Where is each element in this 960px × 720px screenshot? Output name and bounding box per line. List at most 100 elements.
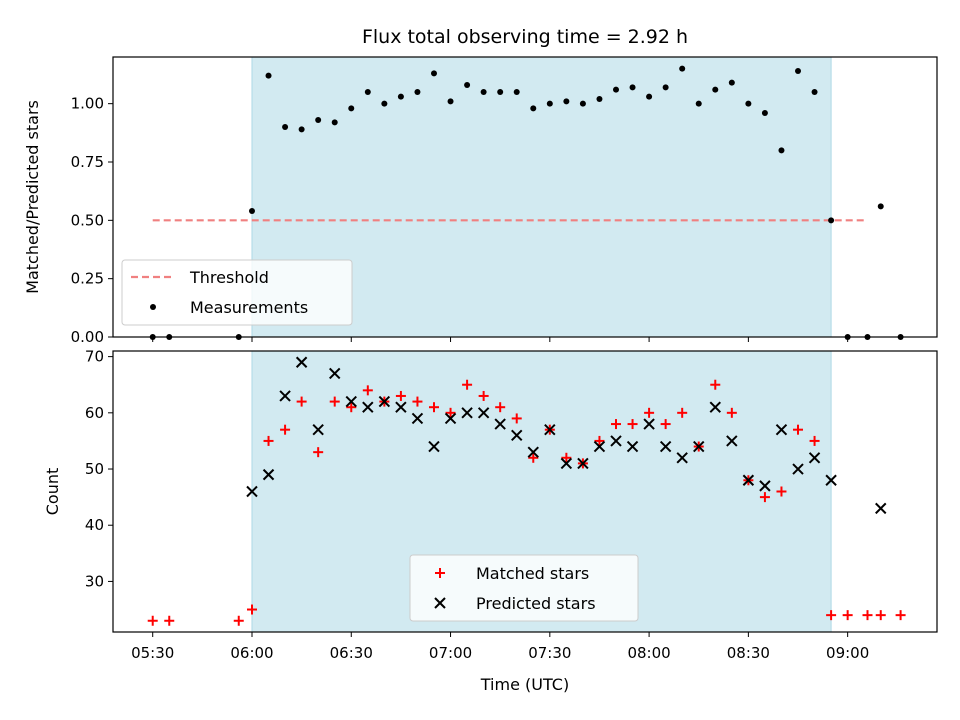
matched-star-point [627,419,638,430]
y-tick-label: 50 [85,460,104,478]
x-stroke-2 [643,418,655,430]
matched-star-point [826,610,837,621]
matched-star-point [594,435,605,446]
x-stroke-2 [775,423,788,436]
measurement-point [248,208,255,214]
matched-star-point [412,396,423,407]
predicted-star-point [643,418,655,430]
x-stroke-2 [279,390,291,402]
measurement-point [381,100,388,107]
predicted-star-point [295,356,308,368]
predicted-star-point [742,474,755,486]
matched-star-point [862,610,873,621]
predicted-star-point [726,435,738,447]
x-stroke-2 [759,480,771,492]
x-tick-label: 08:30 [727,644,770,662]
measurement-point [480,89,487,95]
measurement-point [447,98,454,105]
measurement-point [315,117,322,123]
x-stroke-2 [246,485,258,498]
matched-star-point [793,424,804,435]
legend-box [409,554,639,622]
x-stroke-2 [544,423,556,436]
measurement-point [414,89,421,95]
x-stroke-2 [434,597,446,609]
matched-star-point [478,390,489,401]
matched-star-point [660,419,671,430]
predicted-star-point [676,452,688,464]
predicted-star-point [659,440,672,453]
matched-star-point [263,435,274,446]
x-tick-label: 07:30 [528,644,571,662]
x-stroke-2 [693,440,705,453]
predicted-star-point [494,418,506,430]
legend-label-predicted: Predicted stars [476,594,596,613]
x-tick-label: 08:00 [627,644,670,662]
measurement-point [811,89,818,95]
predicted-star-point [527,446,539,458]
predicted-star-point [345,395,357,408]
x-stroke-2 [345,395,357,408]
predicted-star-point [444,412,457,425]
predicted-star-point [593,440,606,453]
legend-label-matched: Matched stars [476,564,589,583]
x-stroke-2 [295,356,308,368]
matched-star-point [296,396,307,407]
measurement-point [546,100,553,107]
x-stroke-2 [808,452,821,464]
x-axis-label: Time (UTC) [480,675,569,694]
axes-frame [112,56,938,338]
y-tick-label: 70 [85,348,104,366]
measurement-point [761,110,768,116]
measurement-point [348,105,355,112]
measurement-point [828,217,835,224]
matched-star-point [511,413,522,424]
measurement-point [695,100,702,107]
measurement-point [331,119,338,126]
matched-star-point [895,610,906,621]
y-tick-label: 0.50 [71,211,104,229]
predicted-star-point [544,423,556,436]
matched-star-point [759,492,770,503]
x-stroke-2 [659,440,672,453]
x-tick-label: 09:00 [826,644,869,662]
x-stroke-2 [395,401,407,413]
measurement-point [364,89,371,95]
matched-star-point [726,407,737,418]
predicted-star-point [511,429,523,442]
measurement-point [397,93,404,100]
predicted-star-point [329,367,341,380]
x-stroke-2 [329,367,341,380]
measurement-point [778,147,785,154]
matched-star-point [445,407,456,418]
matched-star-point [329,396,340,407]
matched-star-point [561,452,572,463]
y-tick-label: 1.00 [71,95,104,113]
measurement-point [629,84,636,91]
matched-star-point [313,447,324,458]
measurement-point [712,86,719,93]
chart-title: Flux total observing time = 2.92 h [362,26,688,48]
matched-star-point [280,424,291,435]
matched-star-point [809,435,820,446]
x-stroke-2 [676,452,688,464]
matched-star-point [462,379,473,390]
y-tick-label: 30 [85,572,104,590]
legend-label-threshold: Threshold [189,268,269,287]
ratio-panel: 0.00 0.25 0.50 0.75 1.00 Matched/Predicted st… [23,56,938,346]
x-stroke-2 [792,463,804,475]
matched-star-point [677,407,688,418]
predicted-star-point [610,435,622,447]
measurement-point [662,84,669,91]
matched-star-point [644,407,655,418]
predicted-star-point [792,463,804,475]
legend: Matched stars Predicted stars [409,554,639,622]
measurement-point [613,86,620,93]
y-tick-label: 60 [85,404,104,422]
x-tick-label: 06:30 [330,644,373,662]
x-stroke-2 [610,435,622,447]
predicted-star-point [378,395,391,408]
measurement-point [563,98,570,105]
x-stroke-2 [560,457,573,470]
x-stroke-2 [262,468,275,481]
